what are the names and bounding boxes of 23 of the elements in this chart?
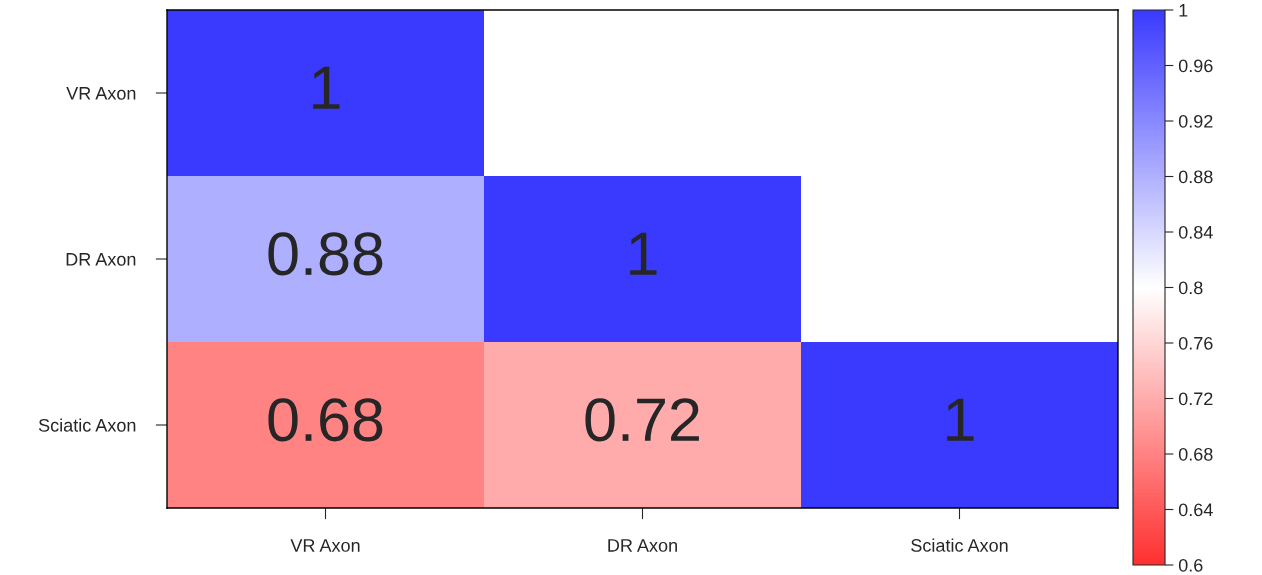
color-bar-label: 0.84: [1178, 225, 1213, 239]
color-bar-label: 0.64: [1178, 503, 1213, 517]
color-bar-label: 0.8: [1178, 281, 1203, 295]
color-bar-label: 0.88: [1178, 170, 1213, 184]
y-tick-label: DR Axon: [66, 253, 136, 266]
color-bar-label: 0.68: [1178, 447, 1213, 461]
data-label: 0.68: [268, 398, 383, 442]
x-tick-label: DR Axon: [608, 539, 677, 552]
x-tick-label: VR Axon: [290, 539, 360, 552]
data-label: 1: [313, 66, 340, 109]
color-bar-label: 0.96: [1178, 59, 1213, 73]
color-bar-label: 0.76: [1178, 336, 1213, 350]
data-label: 0.88: [268, 232, 383, 276]
y-tick-label: Sciatic Axon: [38, 418, 136, 432]
y-tick-label: VR Axon: [66, 87, 136, 100]
data-label: 1: [947, 398, 974, 441]
color-bar-label: 0.92: [1178, 114, 1213, 128]
color-bar-label: 0.72: [1178, 392, 1213, 406]
data-label: 0.72: [585, 398, 699, 442]
color-bar-label: 0.6: [1178, 558, 1203, 572]
data-label: 1: [630, 232, 657, 275]
x-tick-label: Sciatic Axon: [911, 538, 1008, 552]
color-bar-label: 1: [1179, 4, 1188, 17]
